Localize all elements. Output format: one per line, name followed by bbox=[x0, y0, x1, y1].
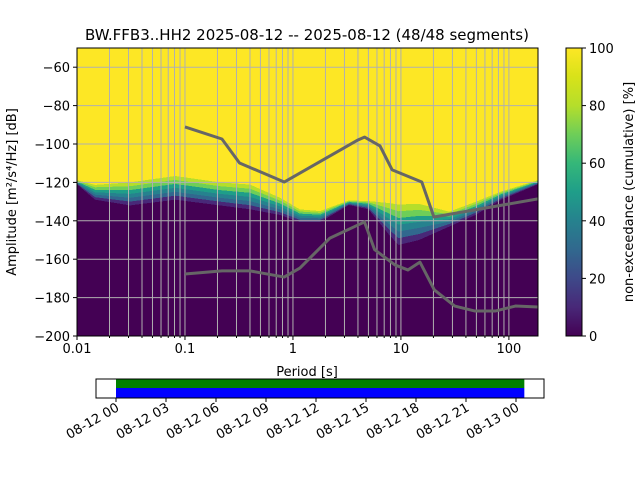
colorbar-tick-label: 40 bbox=[589, 215, 606, 230]
data-coverage-bar bbox=[116, 379, 525, 388]
time-tick-label: 08-12 00 bbox=[64, 400, 122, 442]
y-tick-label: −100 bbox=[34, 138, 70, 153]
noise-model-line-nhnm bbox=[184, 125, 538, 219]
time-tick-label: 08-12 12 bbox=[264, 400, 322, 442]
time-tick-label: 08-12 15 bbox=[314, 400, 372, 442]
y-axis-label: Amplitude [m²/s⁴/Hz] [dB] bbox=[5, 108, 20, 276]
colorbar-tick-label: 100 bbox=[589, 42, 614, 57]
time-tick-label: 08-12 06 bbox=[164, 400, 222, 442]
colorbar-tick-label: 0 bbox=[589, 330, 597, 345]
plot-area: 0.01 0.1 1 10 100 −60 −80 −100 −120 −140 −160 −180 −… bbox=[34, 47, 539, 357]
x-axis-label: Period [s] bbox=[276, 365, 338, 380]
colorbar-tick-label: 20 bbox=[589, 272, 606, 287]
plot-frame bbox=[76, 47, 539, 337]
colorbar-tick-label: 80 bbox=[589, 100, 606, 115]
colorbar-tick-label: 60 bbox=[589, 157, 606, 172]
y-tick-label: −200 bbox=[34, 330, 70, 345]
chart-title: BW.FFB3..HH2 2025-08-12 -- 2025-08-12 (4… bbox=[85, 26, 529, 44]
time-tick-label: 08-12 09 bbox=[214, 400, 272, 442]
colorbar-label: non-exceedance (cumulative) [%] bbox=[622, 82, 637, 302]
colorbar-gradient bbox=[565, 47, 583, 337]
time-tick-label: 08-12 18 bbox=[364, 400, 422, 442]
noise-model-line-nlnm bbox=[184, 220, 538, 313]
y-tick-label: −180 bbox=[34, 292, 70, 307]
plot-content bbox=[77, 48, 538, 336]
x-tick-label: 10 bbox=[393, 342, 410, 357]
x-tick-label: 1 bbox=[289, 342, 297, 357]
y-tick-label: −140 bbox=[34, 215, 70, 230]
y-tick-label: −120 bbox=[34, 176, 70, 191]
time-tick-label: 08-12 21 bbox=[414, 400, 472, 442]
colorbar: 0 20 40 60 80 100 bbox=[565, 42, 614, 345]
time-tick-label: 08-12 03 bbox=[114, 400, 172, 442]
time-tick-label: 08-13 00 bbox=[464, 400, 522, 442]
coverage-frame bbox=[95, 378, 545, 399]
y-tick-label: −60 bbox=[43, 61, 70, 76]
x-tick-label: 0.01 bbox=[63, 342, 92, 357]
processed-coverage-bar bbox=[116, 388, 525, 398]
x-tick-label: 0.1 bbox=[175, 342, 196, 357]
y-tick-label: −80 bbox=[43, 100, 70, 115]
y-tick-label: −160 bbox=[34, 253, 70, 268]
x-tick-label: 100 bbox=[496, 342, 521, 357]
